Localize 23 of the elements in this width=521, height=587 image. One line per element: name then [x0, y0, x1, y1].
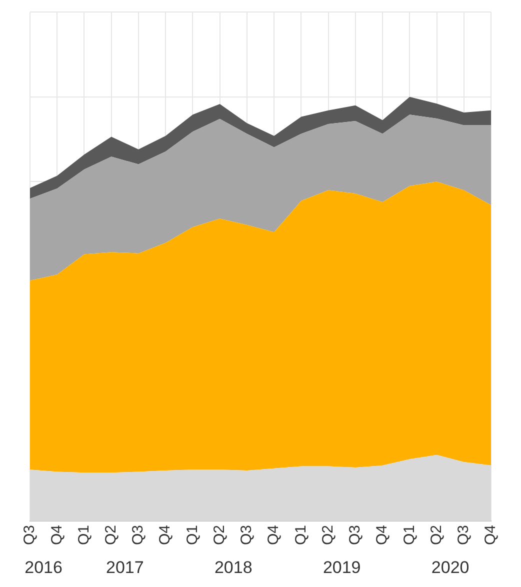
x-tick-label: Q3 — [346, 524, 364, 546]
x-tick-label: Q2 — [102, 524, 120, 546]
x-tick-label: Q1 — [292, 524, 310, 546]
text: 2016 — [24, 558, 62, 578]
text: 2018 — [214, 558, 252, 578]
text: 2020 — [431, 558, 470, 578]
x-tick-label: Q1 — [75, 524, 92, 546]
x-tick-label: Q4 — [374, 524, 391, 546]
x-tick-label: Q3 — [130, 524, 147, 546]
x-tick-label: Q4 — [482, 524, 500, 546]
text: 2019 — [322, 558, 361, 578]
x-tick-label: Q1 — [400, 524, 418, 546]
x-tick-label: Q4 — [48, 524, 66, 546]
x-tick-label: Q4 — [265, 524, 282, 546]
x-tick-label: Q2 — [210, 524, 228, 546]
x-tick-label: Q2 — [319, 524, 336, 546]
x-tick-label: Q3 — [238, 524, 256, 546]
x-tick-label: Q4 — [156, 524, 174, 546]
x-tick-label: Q3 — [455, 524, 472, 546]
x-tick-label: Q3 — [21, 524, 38, 546]
x-tick-label: Q1 — [184, 524, 201, 546]
text: 2017 — [106, 558, 144, 578]
x-tick-label: Q2 — [428, 524, 445, 546]
